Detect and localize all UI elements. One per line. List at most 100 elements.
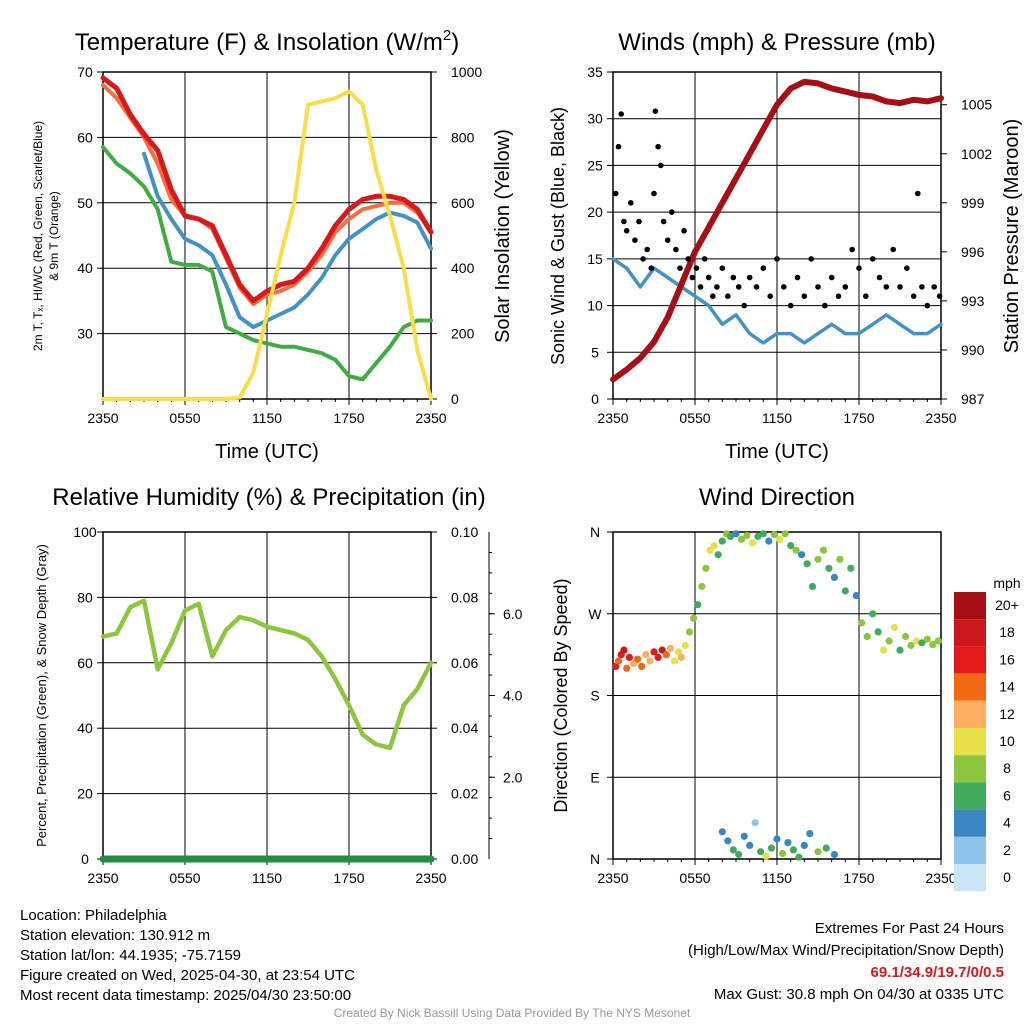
direction-point bbox=[612, 662, 620, 671]
direction-point bbox=[880, 646, 888, 654]
y-tick-label: 20 bbox=[77, 786, 93, 802]
direction-point bbox=[710, 542, 718, 550]
title-end: ) bbox=[451, 29, 459, 56]
x-axis-label: Time (UTC) bbox=[215, 441, 319, 463]
direction-point bbox=[759, 530, 767, 538]
direction-point bbox=[847, 564, 855, 572]
x-tick-label: 1150 bbox=[762, 870, 792, 886]
gust-point bbox=[774, 256, 780, 262]
gust-point bbox=[632, 237, 638, 243]
x-tick-label: 0550 bbox=[169, 410, 200, 426]
direction-point bbox=[795, 853, 803, 861]
direction-point bbox=[858, 619, 866, 627]
y-right-tick-label: 0.08 bbox=[451, 589, 478, 605]
gust-point bbox=[828, 274, 835, 281]
direction-point bbox=[737, 535, 746, 543]
gust-point bbox=[801, 293, 808, 300]
x-tick-label: 1750 bbox=[333, 870, 364, 886]
gust-point bbox=[904, 265, 910, 272]
direction-point bbox=[698, 582, 706, 591]
y-tick-label: 10 bbox=[587, 298, 603, 314]
legend-label: 4 bbox=[1003, 815, 1011, 831]
gust-point bbox=[781, 284, 787, 290]
direction-point bbox=[934, 637, 942, 645]
x-tick-label: 1150 bbox=[252, 410, 282, 426]
gust-point bbox=[701, 256, 708, 262]
direction-point bbox=[885, 637, 893, 645]
direction-point bbox=[625, 653, 634, 662]
direction-point bbox=[830, 850, 839, 859]
chart-title: Wind Direction bbox=[699, 484, 855, 511]
gust-point bbox=[714, 284, 720, 290]
series-line-sonic-wind bbox=[611, 257, 943, 345]
legend-label: 14 bbox=[999, 679, 1015, 695]
x-tick-label: 1150 bbox=[762, 410, 792, 426]
legend-label: 2 bbox=[1003, 842, 1011, 858]
gust-point bbox=[652, 108, 659, 114]
x-tick-label: 2350 bbox=[415, 870, 446, 886]
y-tick-label: S bbox=[590, 688, 599, 704]
station-info: Location: Philadelphia Station elevation… bbox=[20, 906, 355, 1006]
gust-point bbox=[689, 274, 696, 281]
legend-label: 20+ bbox=[995, 597, 1019, 613]
gust-point bbox=[919, 284, 925, 290]
legend-swatch bbox=[954, 728, 986, 756]
station-elevation: Station elevation: 130.912 m bbox=[20, 927, 211, 944]
legend-swatch bbox=[954, 782, 986, 810]
gust-point bbox=[628, 200, 634, 206]
gust-point bbox=[677, 265, 683, 272]
x-tick-label: 1750 bbox=[843, 870, 874, 886]
gust-point bbox=[697, 284, 704, 290]
series-line-wind-chill bbox=[142, 151, 433, 330]
y-tick-label: 30 bbox=[587, 111, 603, 127]
gust-point bbox=[640, 256, 646, 262]
legend-swatch bbox=[954, 755, 986, 783]
gust-point bbox=[787, 302, 794, 309]
y-right-tick-label: 0.10 bbox=[451, 524, 478, 540]
y-tick-label: N bbox=[590, 851, 600, 867]
gust-point bbox=[658, 162, 664, 169]
direction-point bbox=[681, 641, 690, 650]
direction-point bbox=[666, 644, 675, 652]
direction-point bbox=[863, 632, 871, 641]
gust-point bbox=[685, 256, 691, 262]
legend-swatch bbox=[954, 864, 986, 892]
direction-point bbox=[748, 539, 757, 547]
title-main: Temperature (F) & Insolation (W/m bbox=[75, 29, 443, 56]
gust-point bbox=[842, 284, 849, 290]
series-line-station-pressure bbox=[610, 78, 944, 383]
gust-point bbox=[651, 190, 657, 197]
direction-point bbox=[874, 628, 882, 636]
gust-point bbox=[655, 143, 661, 150]
legend-swatch bbox=[954, 619, 986, 647]
y-tick-label: 25 bbox=[587, 157, 603, 173]
y-tick-label: 0 bbox=[591, 391, 599, 407]
x-tick-label: 2350 bbox=[87, 410, 118, 426]
y-right-tick-label: 1005 bbox=[961, 97, 992, 113]
gust-point bbox=[648, 265, 655, 272]
y-axis-label: 2m T, Tₓ, HI/WC (Red, Green, Scarlet/Blu… bbox=[31, 121, 45, 351]
direction-point bbox=[869, 610, 877, 618]
legend-label: 0 bbox=[1003, 869, 1011, 885]
gust-point bbox=[664, 237, 671, 243]
gust-point bbox=[705, 274, 712, 281]
direction-point bbox=[806, 830, 814, 838]
direction-point bbox=[770, 531, 778, 539]
gust-point bbox=[710, 293, 716, 300]
y-tick-label: 60 bbox=[77, 129, 93, 145]
title-superscript: 2 bbox=[443, 27, 451, 44]
legend-swatch bbox=[954, 836, 986, 864]
extremes-title: Extremes For Past 24 Hours bbox=[814, 920, 1004, 937]
direction-point bbox=[714, 551, 722, 559]
legend-label: 6 bbox=[1003, 787, 1011, 803]
direction-point bbox=[901, 632, 910, 641]
gust-point bbox=[890, 246, 896, 253]
y-tick-label: 70 bbox=[77, 64, 93, 80]
direction-point bbox=[773, 835, 781, 843]
max-gust: Max Gust: 30.8 mph On 04/30 at 0335 UTC bbox=[713, 986, 1004, 1003]
x-tick-label: 2350 bbox=[597, 870, 628, 886]
direction-point bbox=[798, 551, 806, 559]
direction-point bbox=[706, 546, 714, 554]
y-right-tick-label: 996 bbox=[961, 244, 985, 260]
